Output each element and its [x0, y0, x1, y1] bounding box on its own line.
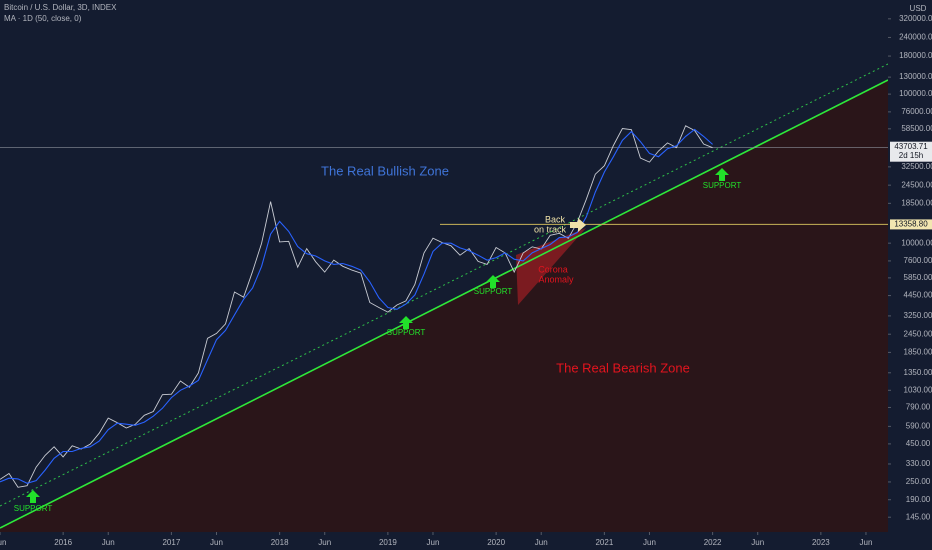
last-price-label: 43703.71 [894, 142, 928, 151]
y-tick-label: 3250.00 [904, 311, 932, 320]
x-tick-label: 2020 [487, 538, 505, 547]
y-tick-label: 4450.00 [904, 291, 932, 300]
x-tick-label: 2021 [595, 538, 613, 547]
dotted-trendline [0, 63, 889, 507]
y-tick-label: 450.00 [906, 439, 931, 448]
x-tick-label: Jun [210, 538, 223, 547]
x-tick-label: 2023 [812, 538, 830, 547]
time-axis [0, 532, 932, 550]
y-tick-label: 180000.00 [899, 51, 932, 60]
arrow [399, 316, 413, 329]
arrow [486, 275, 500, 288]
y-tick-label: 1850.00 [904, 347, 932, 356]
y-tick-label: 24500.00 [901, 180, 932, 189]
y-tick-label: 1350.00 [904, 368, 932, 377]
legend-entry: Bitcoin / U.S. Dollar, 3D, INDEX [4, 3, 117, 12]
arrow [26, 490, 40, 503]
x-tick-label: 2018 [271, 538, 289, 547]
last-price-tag [890, 141, 932, 162]
legend-entry: MA · 1D (50, close, 0) [4, 14, 82, 23]
y-tick-label: 320000.00 [899, 14, 932, 23]
level-label: 13358.80 [894, 220, 928, 229]
level-tag [890, 219, 932, 230]
x-tick-label: 2016 [54, 538, 72, 547]
annotation: The Real Bearish Zone [556, 360, 690, 375]
y-tick-label: 330.00 [906, 459, 931, 468]
x-tick-label: Jun [860, 538, 873, 547]
plot [0, 125, 888, 488]
y-tick-label: 790.00 [906, 403, 931, 412]
series-line [0, 128, 713, 484]
y-tick-label: 250.00 [906, 477, 931, 486]
x-tick-label: Jun [751, 538, 764, 547]
annotation: SUPPORT [474, 287, 513, 296]
y-tick-label: 590.00 [906, 421, 931, 430]
y-tick-label: 145.00 [906, 512, 931, 521]
bearish-zone [0, 80, 888, 532]
trendline [0, 79, 889, 529]
y-tick-label: 5850.00 [904, 273, 932, 282]
y-tick-label: 7600.00 [904, 256, 932, 265]
arrow [570, 218, 586, 232]
annotation: The Real Bullish Zone [321, 163, 449, 178]
x-tick-label: 2022 [704, 538, 722, 547]
y-tick-label: 76000.00 [901, 107, 932, 116]
y-tick-label: 190.00 [906, 495, 931, 504]
x-tick-label: 2019 [379, 538, 397, 547]
countdown-label: 2d 15h [899, 151, 923, 160]
y-tick-label: 240000.00 [899, 33, 932, 42]
annotation: Back [545, 214, 566, 224]
annotation: SUPPORT [14, 504, 53, 513]
y-tick-label: 10000.00 [901, 238, 932, 247]
x-tick-label: Jun [535, 538, 548, 547]
y-tick-label: 100000.00 [899, 89, 932, 98]
x-tick-label: Jun [427, 538, 440, 547]
axis-unit: USD [910, 4, 927, 13]
annotation: SUPPORT [703, 181, 742, 190]
annotation: Corona [538, 264, 568, 274]
corona-triangle [516, 228, 586, 305]
x-tick-label: Jun [0, 538, 6, 547]
x-tick-label: Jun [318, 538, 331, 547]
y-tick-label: 58500.00 [901, 124, 932, 133]
x-tick-label: Jun [102, 538, 115, 547]
x-tick-label: Jun [643, 538, 656, 547]
y-tick-label: 2450.00 [904, 329, 932, 338]
annotation: Anomaly [538, 274, 574, 284]
arrow [715, 168, 729, 181]
x-tick-label: 2017 [162, 538, 180, 547]
price-axis [888, 0, 932, 550]
annotation: on track [534, 224, 567, 234]
annotation: SUPPORT [387, 328, 426, 337]
y-tick-label: 1030.00 [904, 385, 932, 394]
y-tick-label: 18500.00 [901, 198, 932, 207]
y-tick-label: 32500.00 [901, 162, 932, 171]
y-tick-label: 130000.00 [899, 72, 932, 81]
